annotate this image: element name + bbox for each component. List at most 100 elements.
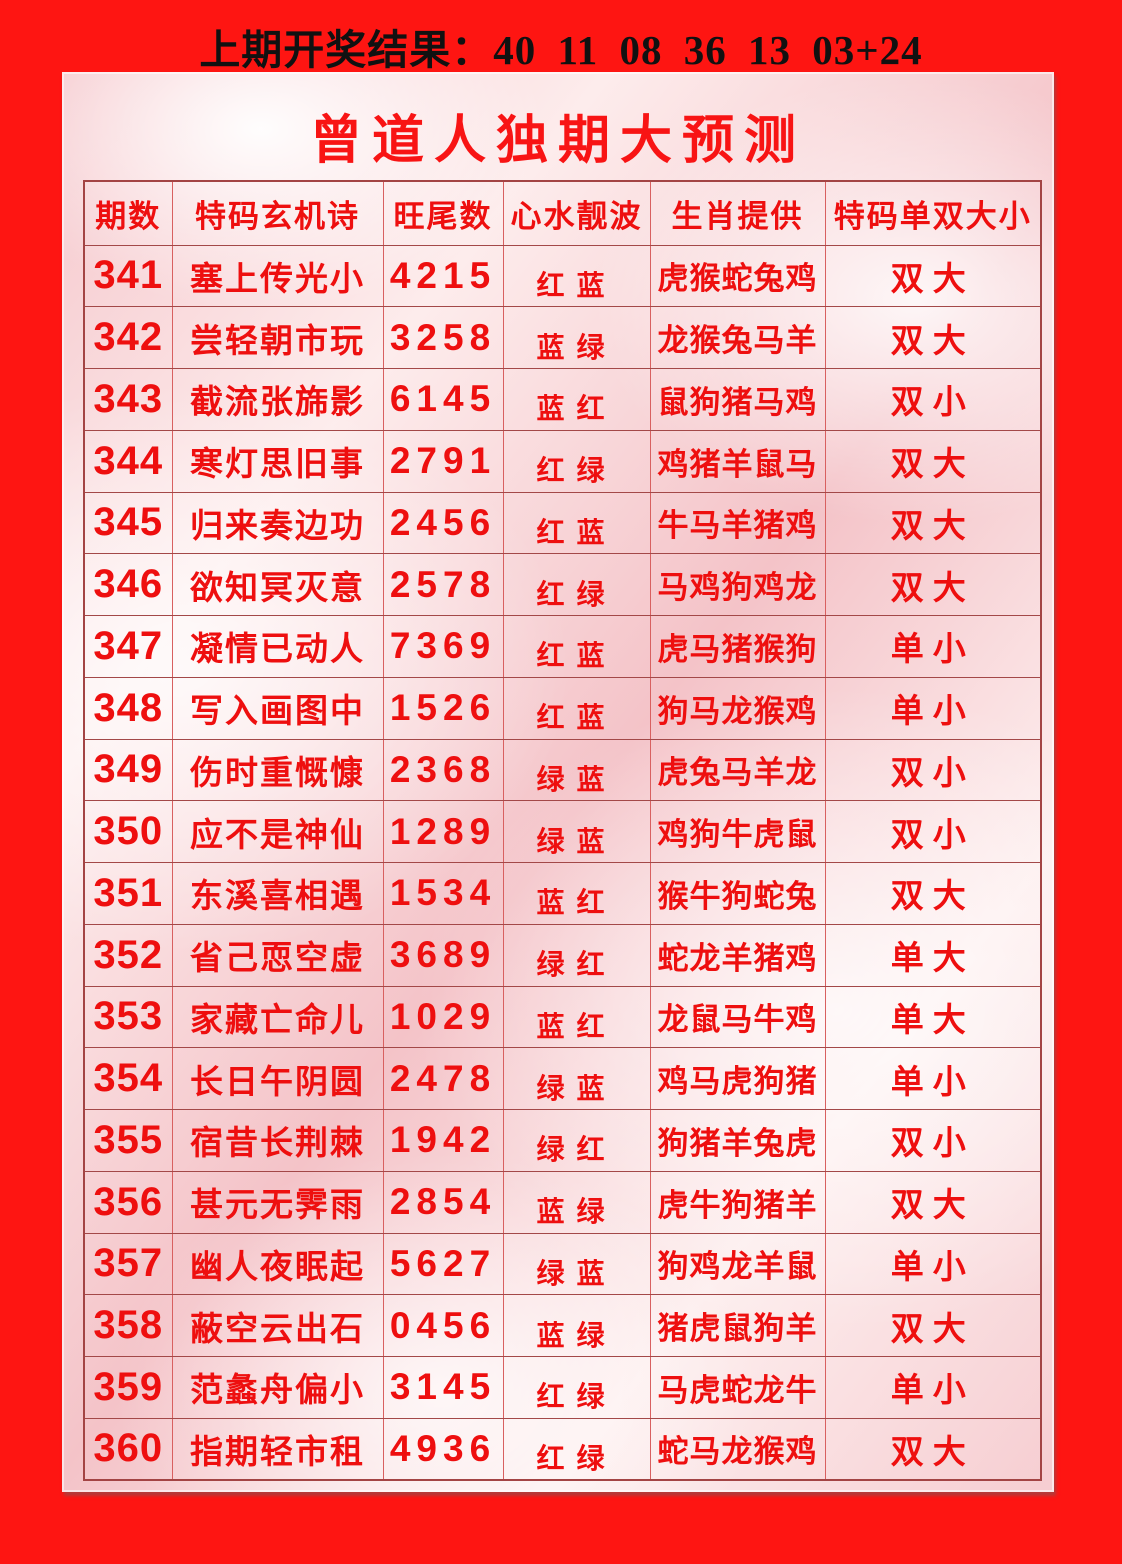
wave-cell: 红蓝 — [502, 491, 651, 555]
wave-cell: 绿蓝 — [502, 738, 651, 802]
table-row: 355 宿昔长荆棘 1942 绿红 狗猪羊兔虎 双小 — [83, 1109, 1042, 1172]
size-cell: 双小 — [824, 1109, 1042, 1172]
poem-cell: 范蠡舟偏小 — [171, 1356, 384, 1419]
poem-cell: 甚元无霁雨 — [171, 1170, 384, 1234]
issue-cell: 346 — [83, 553, 173, 616]
table-row: 351 东溪喜相遇 1534 蓝红 猴牛狗蛇兔 双大 — [83, 862, 1042, 925]
previous-draw-result: 上期开奖结果：40 11 08 36 13 03+24 — [199, 27, 923, 73]
zodiac-cell: 鸡马虎狗猪 — [649, 1047, 826, 1110]
table-row: 345 归来奏边功 2456 红蓝 牛马羊猪鸡 双大 — [83, 491, 1042, 555]
wave-cell: 红蓝 — [502, 676, 651, 740]
zodiac-cell: 狗马龙猴鸡 — [649, 676, 826, 740]
zodiac-cell: 虎马猪猴狗 — [649, 615, 826, 678]
issue-cell: 352 — [83, 923, 173, 987]
table-row: 350 应不是神仙 1289 绿蓝 鸡狗牛虎鼠 双小 — [83, 800, 1042, 863]
table-row: 343 截流张旆影 6145 蓝红 鼠狗猪马鸡 双小 — [83, 368, 1042, 431]
issue-cell: 351 — [83, 862, 173, 925]
issue-cell: 347 — [83, 615, 173, 678]
size-cell: 双大 — [824, 429, 1042, 493]
size-cell: 单大 — [824, 923, 1042, 987]
poem-cell: 欲知冥灭意 — [171, 553, 384, 616]
wave-cell: 绿蓝 — [502, 800, 651, 863]
wave-cell: 绿蓝 — [502, 1232, 651, 1296]
table-row: 358 蔽空云出石 0456 蓝绿 猪虎鼠狗羊 双大 — [83, 1294, 1042, 1357]
size-cell: 单小 — [824, 1232, 1042, 1296]
size-cell: 单小 — [824, 676, 1042, 740]
size-cell: 双大 — [824, 306, 1042, 369]
zodiac-cell: 狗猪羊兔虎 — [649, 1109, 826, 1172]
poem-cell: 东溪喜相遇 — [171, 862, 384, 925]
poem-cell: 伤时重慨慷 — [171, 738, 384, 802]
zodiac-cell: 龙鼠马牛鸡 — [649, 985, 826, 1049]
issue-cell: 343 — [83, 368, 173, 431]
table-row: 349 伤时重慨慷 2368 绿蓝 虎兔马羊龙 双小 — [83, 738, 1042, 802]
wave-cell: 红绿 — [502, 553, 651, 616]
size-cell: 单小 — [824, 1356, 1042, 1419]
page-title: 曾道人独期大预测 — [309, 113, 806, 170]
wave-cell: 蓝绿 — [502, 1170, 651, 1234]
zodiac-cell: 蛇马龙猴鸡 — [649, 1417, 826, 1481]
size-cell: 双大 — [824, 244, 1042, 308]
poem-cell: 凝情已动人 — [171, 615, 384, 678]
tail-cell: 3258 — [382, 306, 504, 369]
wave-cell: 红绿 — [502, 1417, 651, 1481]
zodiac-cell: 蛇龙羊猪鸡 — [649, 923, 826, 987]
size-cell: 双大 — [824, 862, 1042, 925]
zodiac-cell: 牛马羊猪鸡 — [649, 491, 826, 555]
poem-cell: 宿昔长荆棘 — [171, 1109, 384, 1172]
issue-cell: 348 — [83, 676, 173, 740]
tail-cell: 5627 — [382, 1232, 504, 1296]
poem-cell: 省己恧空虚 — [171, 923, 384, 987]
poem-cell: 塞上传光小 — [171, 244, 384, 308]
table-row: 356 甚元无霁雨 2854 蓝绿 虎牛狗猪羊 双大 — [83, 1170, 1042, 1234]
column-header-tail: 旺尾数 — [382, 180, 504, 246]
tail-cell: 0456 — [382, 1294, 504, 1357]
table-row: 357 幽人夜眠起 5627 绿蓝 狗鸡龙羊鼠 单小 — [83, 1232, 1042, 1296]
table-row: 353 家藏亡命儿 1029 蓝红 龙鼠马牛鸡 单大 — [83, 985, 1042, 1049]
zodiac-cell: 虎猴蛇兔鸡 — [649, 244, 826, 308]
column-header-issue: 期数 — [83, 180, 173, 246]
issue-cell: 344 — [83, 429, 173, 493]
issue-cell: 353 — [83, 985, 173, 1049]
table-row: 354 长日午阴圆 2478 绿蓝 鸡马虎狗猪 单小 — [83, 1047, 1042, 1110]
tail-cell: 2478 — [382, 1047, 504, 1110]
issue-cell: 360 — [83, 1417, 173, 1481]
size-cell: 双大 — [824, 491, 1042, 555]
table-header-row: 期数 特码玄机诗 旺尾数 心水靓波 生肖提供 特码单双大小 — [83, 180, 1042, 246]
wave-cell: 蓝绿 — [502, 1294, 651, 1357]
poem-cell: 寒灯思旧事 — [171, 429, 384, 493]
wave-cell: 蓝绿 — [502, 306, 651, 369]
table-row: 359 范蠡舟偏小 3145 红绿 马虎蛇龙牛 单小 — [83, 1356, 1042, 1419]
poem-cell: 尝轻朝市玩 — [171, 306, 384, 369]
zodiac-cell: 龙猴兔马羊 — [649, 306, 826, 369]
size-cell: 双大 — [824, 1170, 1042, 1234]
zodiac-cell: 猴牛狗蛇兔 — [649, 862, 826, 925]
tail-cell: 6145 — [382, 368, 504, 431]
tail-cell: 3689 — [382, 923, 504, 987]
issue-cell: 349 — [83, 738, 173, 802]
wave-cell: 红绿 — [502, 1356, 651, 1419]
tail-cell: 2791 — [382, 429, 504, 493]
table-row: 341 塞上传光小 4215 红蓝 虎猴蛇兔鸡 双大 — [83, 244, 1042, 308]
tail-cell: 1942 — [382, 1109, 504, 1172]
table-row: 347 凝情已动人 7369 红蓝 虎马猪猴狗 单小 — [83, 615, 1042, 678]
wave-cell: 红绿 — [502, 429, 651, 493]
wave-cell: 蓝红 — [502, 862, 651, 925]
column-header-size: 特码单双大小 — [824, 180, 1042, 246]
tail-cell: 1526 — [382, 676, 504, 740]
zodiac-cell: 虎兔马羊龙 — [649, 738, 826, 802]
poem-cell: 家藏亡命儿 — [171, 985, 384, 1049]
wave-cell: 绿红 — [502, 1109, 651, 1172]
issue-cell: 341 — [83, 244, 173, 308]
tail-cell: 4936 — [382, 1417, 504, 1481]
size-cell: 双小 — [824, 738, 1042, 802]
size-cell: 双小 — [824, 800, 1042, 863]
poem-cell: 长日午阴圆 — [171, 1047, 384, 1110]
issue-cell: 345 — [83, 491, 173, 555]
size-cell: 单大 — [824, 985, 1042, 1049]
wave-cell: 绿蓝 — [502, 1047, 651, 1110]
poem-cell: 指期轻市租 — [171, 1417, 384, 1481]
tail-cell: 7369 — [382, 615, 504, 678]
tail-cell: 2456 — [382, 491, 504, 555]
zodiac-cell: 马鸡狗鸡龙 — [649, 553, 826, 616]
